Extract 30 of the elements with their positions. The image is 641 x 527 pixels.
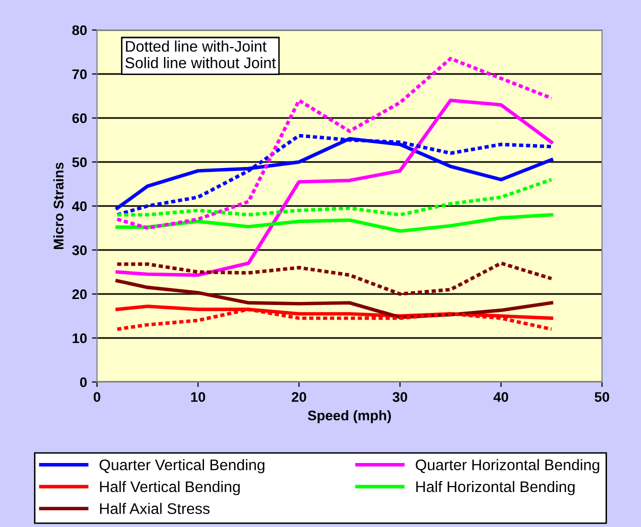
legend-label: Quarter Vertical Bending — [100, 459, 264, 474]
line-series — [115, 178, 554, 217]
y-tick-label: 20 — [72, 289, 87, 300]
legend-label: Half Vertical Bending — [100, 480, 240, 496]
x-tick-label: 10 — [191, 392, 206, 402]
y-tick-label: 70 — [72, 69, 87, 80]
x-tick-label: 0 — [94, 392, 100, 402]
x-axis-title: Speed (mph) — [308, 410, 391, 424]
line-series — [115, 308, 554, 331]
legend-label: Half Horizontal Bending — [416, 480, 575, 496]
line-series — [115, 261, 554, 296]
line-series — [115, 279, 554, 320]
line-series — [115, 98, 554, 277]
legend-label: Half Axial Stress — [100, 502, 210, 514]
y-tick-label: 10 — [72, 333, 87, 344]
y-tick-label: 80 — [72, 25, 87, 36]
y-tick-label: 50 — [72, 157, 87, 168]
x-tick-label: 50 — [594, 392, 610, 402]
line-series — [115, 56, 554, 230]
x-tick-label: 30 — [392, 392, 408, 402]
x-tick-label: 40 — [493, 392, 508, 402]
y-tick-label: 40 — [72, 201, 87, 212]
y-axis-title: Micro Strains — [53, 162, 64, 250]
x-tick-label: 20 — [292, 392, 306, 402]
legend-label: Quarter Horizontal Bending — [416, 459, 600, 474]
y-tick-label: 0 — [80, 377, 87, 388]
annotation: Dotted line with-Joint Solid line without Joint — [125, 40, 276, 68]
line-series — [115, 213, 554, 233]
y-tick-label: 30 — [72, 245, 87, 256]
y-tick-label: 60 — [72, 113, 87, 124]
